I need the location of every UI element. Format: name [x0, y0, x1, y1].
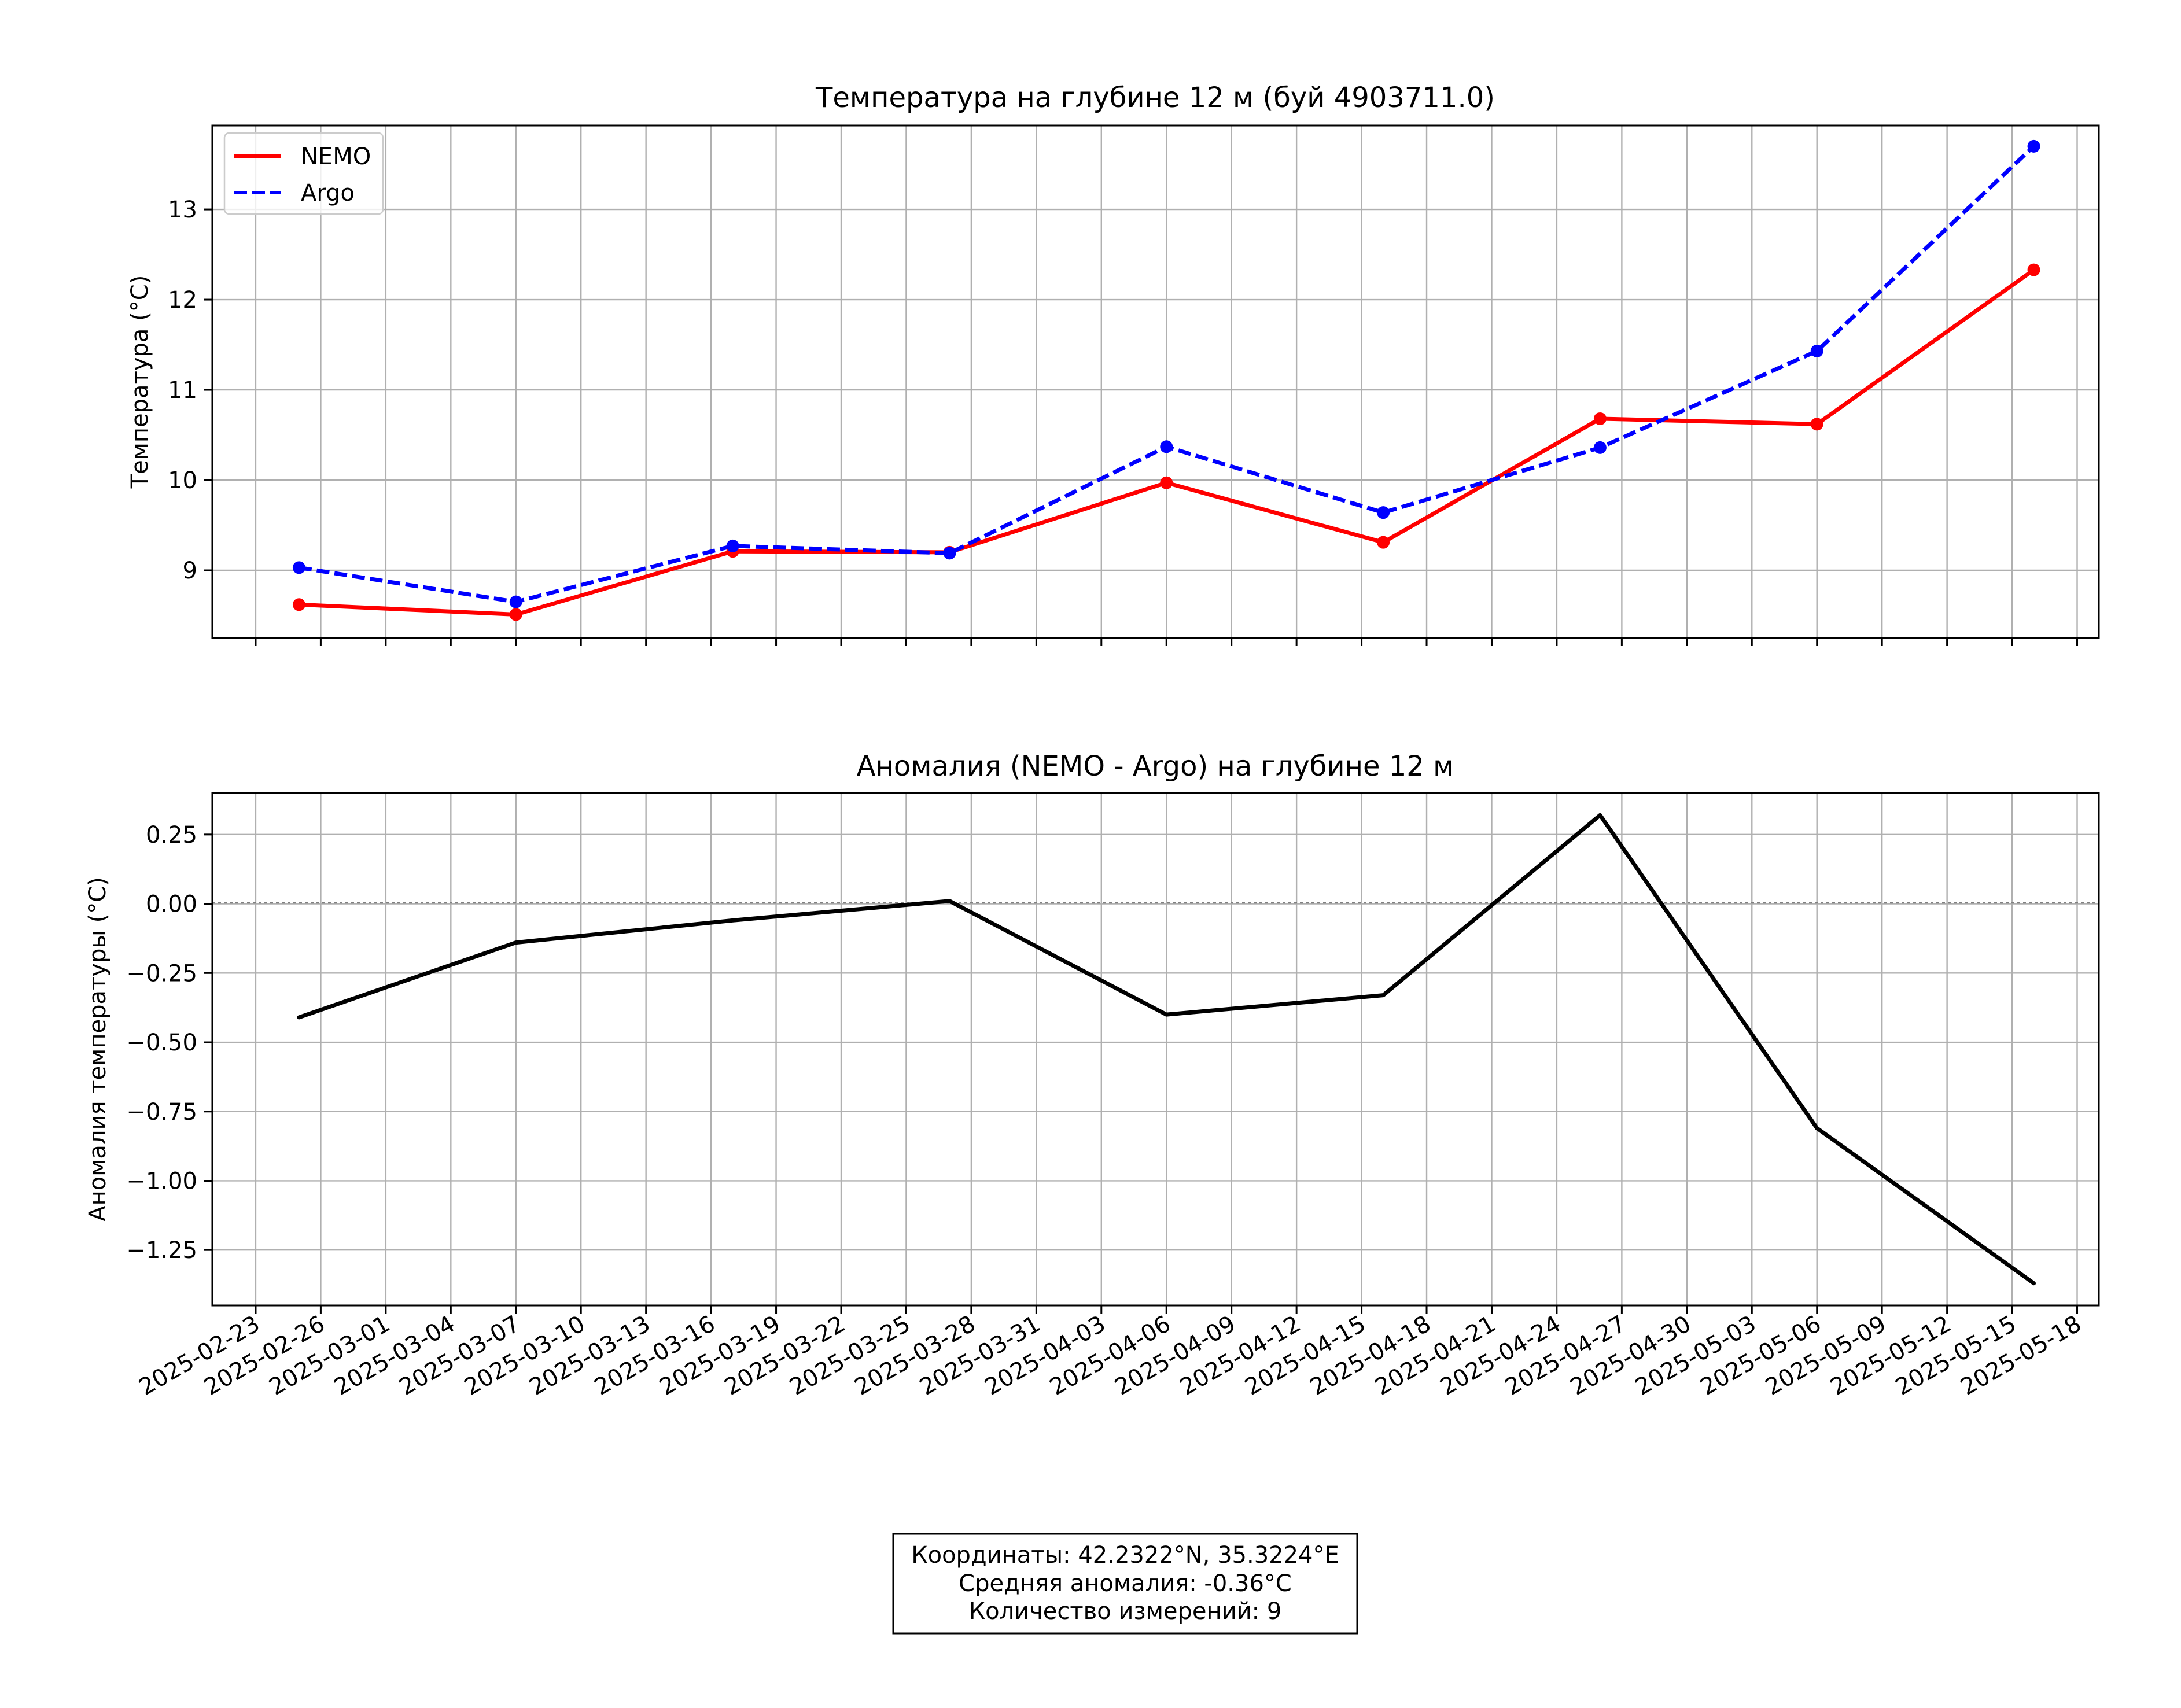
- argo-data-point: [292, 561, 305, 574]
- y-tick-label: 0.00: [146, 891, 197, 918]
- nemo-data-point: [509, 608, 522, 621]
- nemo-data-point: [1593, 412, 1607, 425]
- nemo-data-point: [2027, 263, 2040, 276]
- y-tick-label: 13: [168, 197, 197, 223]
- argo-data-point: [1593, 441, 1607, 454]
- argo-data-point: [1377, 506, 1390, 519]
- y-tick-label: −1.00: [126, 1168, 197, 1194]
- info-mean-anomaly: Средняя аномалия: -0.36°C: [959, 1570, 1292, 1597]
- nemo-data-point: [1810, 418, 1823, 431]
- y-tick-label: 12: [168, 287, 197, 313]
- argo-data-point: [1160, 440, 1173, 453]
- temperature-panel: Температура на глубине 12 м (буй 4903711…: [127, 82, 2100, 646]
- legend-nemo-label: NEMO: [301, 143, 371, 170]
- y-tick-label: −0.75: [126, 1099, 197, 1126]
- y-tick-label: 9: [183, 558, 197, 584]
- argo-data-point: [1810, 344, 1823, 357]
- info-measurement-count: Количество измерений: 9: [969, 1598, 1282, 1625]
- temperature-chart-title: Температура на глубине 12 м (буй 4903711…: [815, 82, 1495, 114]
- anomaly-plot-frame: [211, 792, 2100, 1307]
- y-tick-label: −1.25: [126, 1237, 197, 1264]
- argo-data-point: [943, 547, 956, 560]
- temperature-plot-frame: [211, 124, 2100, 639]
- nemo-data-point: [1377, 536, 1390, 549]
- y-tick-label: 10: [168, 467, 197, 494]
- y-tick-label: −0.50: [126, 1030, 197, 1056]
- argo-data-point: [726, 539, 739, 552]
- nemo-data-point: [1160, 476, 1173, 489]
- y-tick-label: 11: [168, 377, 197, 404]
- legend-argo-label: Argo: [301, 180, 355, 206]
- y-tick-label: 0.25: [146, 822, 197, 849]
- anomaly-y-axis-label: Аномалия температуры (°C): [84, 877, 111, 1222]
- temperature-y-axis-label: Температура (°C): [127, 275, 153, 489]
- anomaly-chart-title: Аномалия (NEMO - Argo) на глубине 12 м: [857, 750, 1454, 783]
- y-tick-label: −0.25: [126, 960, 197, 987]
- argo-data-point: [2027, 139, 2040, 153]
- temperature-legend: NEMO Argo: [223, 132, 384, 215]
- info-box: Координаты: 42.2322°N, 35.3224°E Средняя…: [892, 1533, 1358, 1635]
- info-coordinates: Координаты: 42.2322°N, 35.3224°E: [911, 1542, 1339, 1569]
- nemo-data-point: [292, 598, 305, 611]
- argo-data-point: [509, 595, 522, 608]
- anomaly-series-line: [297, 813, 2036, 1286]
